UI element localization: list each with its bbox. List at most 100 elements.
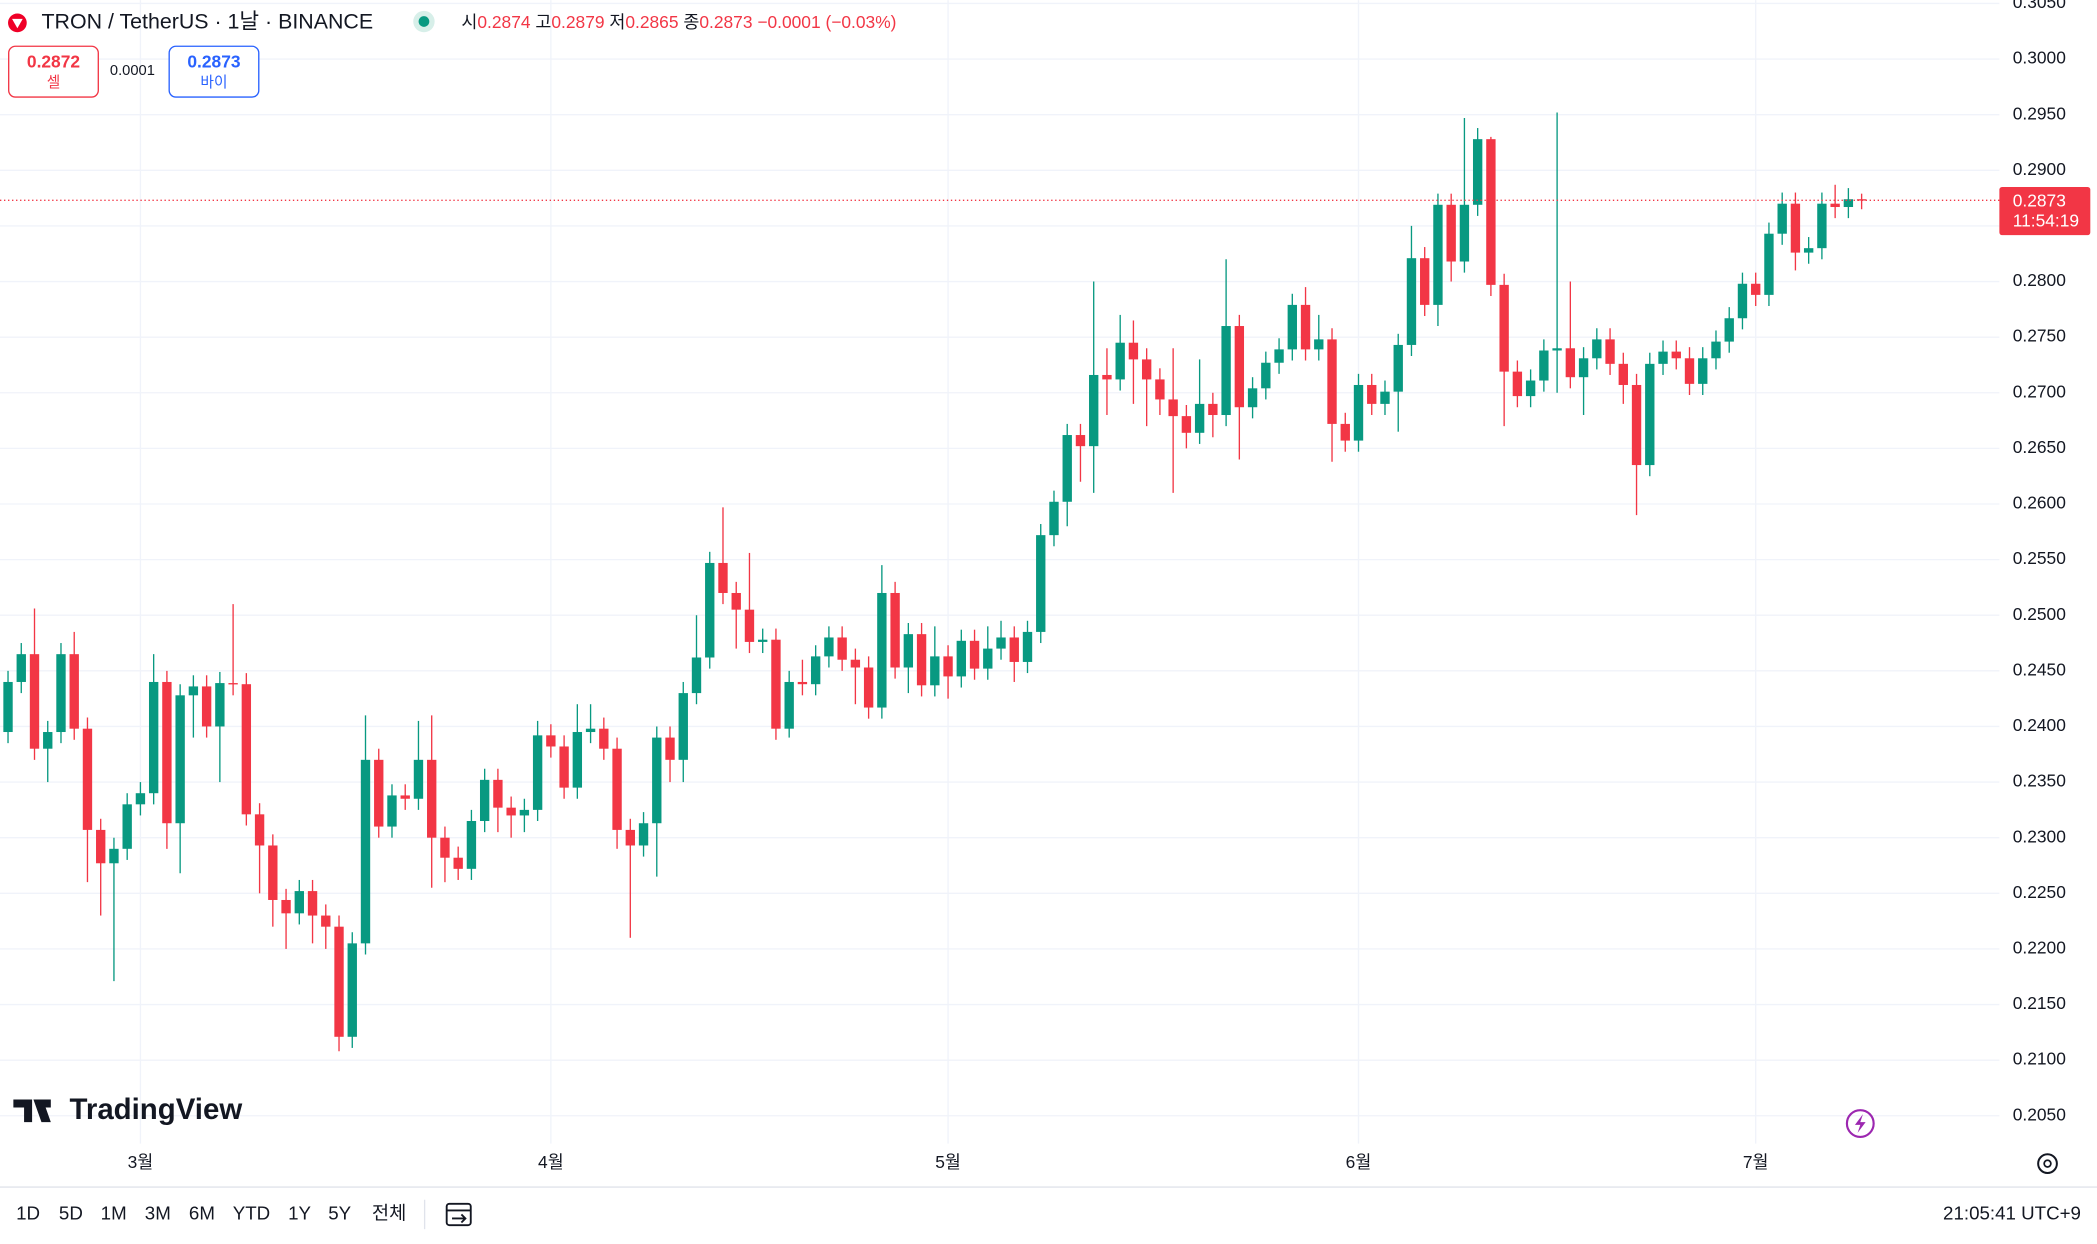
symbol-title[interactable]: TRON / TetherUS · 1날 · BINANCE xyxy=(41,10,373,34)
candle-body xyxy=(321,915,331,927)
y-tick-label: 0.2450 xyxy=(2013,659,2066,679)
candle-body xyxy=(1671,351,1681,359)
candle-body xyxy=(1168,399,1178,417)
y-tick-label: 0.2700 xyxy=(2013,381,2066,401)
candle-body xyxy=(1658,351,1668,364)
x-tick-label: 7월 xyxy=(1743,1152,1769,1172)
candle-body xyxy=(625,829,635,846)
last-price-box xyxy=(1999,186,2091,236)
range-button[interactable]: YTD xyxy=(233,1202,270,1223)
y-tick-label: 0.2800 xyxy=(2013,270,2066,290)
candle-body xyxy=(307,891,318,916)
candle-body xyxy=(916,634,927,686)
y-tick-label: 0.2200 xyxy=(2013,938,2066,958)
candle-body xyxy=(1459,204,1470,262)
candle-body xyxy=(1141,359,1152,380)
candle-body xyxy=(1009,637,1019,662)
y-tick-label: 0.3050 xyxy=(2013,0,2066,12)
ohlc-label: 고 xyxy=(535,11,551,31)
candle-body xyxy=(731,592,741,610)
candle-body xyxy=(413,759,424,799)
candle-body xyxy=(824,637,834,657)
candle-body xyxy=(705,562,715,658)
lightning-icon xyxy=(1854,1114,1866,1133)
candle-body xyxy=(1247,388,1258,408)
candle-body xyxy=(466,821,477,869)
candle-body xyxy=(784,681,794,729)
candle-body xyxy=(3,681,13,733)
range-button[interactable]: 3M xyxy=(145,1202,171,1223)
candle-body xyxy=(1472,139,1483,205)
candle-body xyxy=(930,656,940,686)
candle-body xyxy=(572,732,583,788)
buy-label: 바이 xyxy=(200,74,227,91)
grid xyxy=(0,0,2000,1144)
y-tick-label: 0.2750 xyxy=(2013,326,2066,346)
range-button[interactable]: 5Y xyxy=(328,1202,351,1223)
lightning-button[interactable] xyxy=(1845,1109,1875,1138)
candle-body xyxy=(1433,204,1443,305)
candle-body xyxy=(294,891,304,914)
ohlc-label: 시 xyxy=(461,11,477,31)
candle-body xyxy=(678,693,688,760)
ohlc-label: 종 xyxy=(683,11,699,31)
x-tick-label: 4월 xyxy=(538,1152,564,1172)
candle-body xyxy=(334,926,344,1037)
candle-body xyxy=(1049,501,1059,536)
candle-body xyxy=(1724,318,1734,342)
clock[interactable]: 21:05:41 UTC+9 xyxy=(1943,1202,2081,1223)
candle-body xyxy=(96,829,106,864)
candle-body xyxy=(758,639,768,642)
candle-body xyxy=(1803,248,1814,253)
ohlc-value: 0.2874 xyxy=(477,11,530,31)
range-button[interactable]: 1D xyxy=(16,1202,40,1223)
range-button[interactable]: 1M xyxy=(101,1202,127,1223)
candle-body xyxy=(1194,403,1205,433)
candle-body xyxy=(837,637,847,660)
y-tick-label: 0.2600 xyxy=(2013,493,2066,513)
range-button[interactable]: 1Y xyxy=(288,1202,311,1223)
calendar-button[interactable] xyxy=(445,1202,472,1227)
last-price-label: 0.2873 xyxy=(2013,190,2066,210)
buy-button[interactable] xyxy=(168,45,260,98)
candle-body xyxy=(1102,374,1112,380)
candle-body xyxy=(69,654,79,729)
candle-body xyxy=(810,656,821,685)
candle-body xyxy=(1512,371,1523,397)
sell-label: 셀 xyxy=(47,74,61,91)
range-button[interactable]: 5D xyxy=(59,1202,83,1223)
candle-body xyxy=(281,899,291,914)
candle-body xyxy=(1843,199,1854,208)
candle-body xyxy=(1698,358,1708,384)
candle-body xyxy=(1208,403,1218,416)
candle-body xyxy=(1446,204,1456,262)
candle-body xyxy=(1830,203,1840,208)
range-button[interactable]: 6M xyxy=(189,1202,215,1223)
candle-body xyxy=(665,737,675,760)
candle-body xyxy=(771,639,781,729)
candle-body xyxy=(1089,374,1099,447)
candle-body xyxy=(983,648,993,669)
candle-body xyxy=(850,659,861,668)
candle-body xyxy=(1234,326,1245,408)
candle-body xyxy=(201,686,212,727)
candle-body xyxy=(1022,631,1033,662)
ohlc-change: −0.0001 (−0.03%) xyxy=(757,11,896,31)
candle-body xyxy=(1036,535,1046,632)
candle-body xyxy=(1645,363,1655,466)
candle-body xyxy=(890,592,900,668)
y-tick-label: 0.3000 xyxy=(2013,48,2066,68)
logo-text[interactable]: TradingView xyxy=(70,1093,243,1126)
sell-button[interactable] xyxy=(8,45,99,98)
y-tick-label: 0.2100 xyxy=(2013,1049,2066,1069)
candle-body xyxy=(29,654,40,749)
candle-body xyxy=(374,759,384,827)
candle-body xyxy=(453,857,463,869)
y-tick-label: 0.2550 xyxy=(2013,548,2066,568)
candle-body xyxy=(241,684,252,815)
spread: 0.0001 xyxy=(110,63,155,79)
range-button[interactable]: 전체 xyxy=(372,1202,406,1223)
settings-button[interactable] xyxy=(2037,1153,2058,1175)
y-tick-label: 0.2150 xyxy=(2013,993,2066,1013)
